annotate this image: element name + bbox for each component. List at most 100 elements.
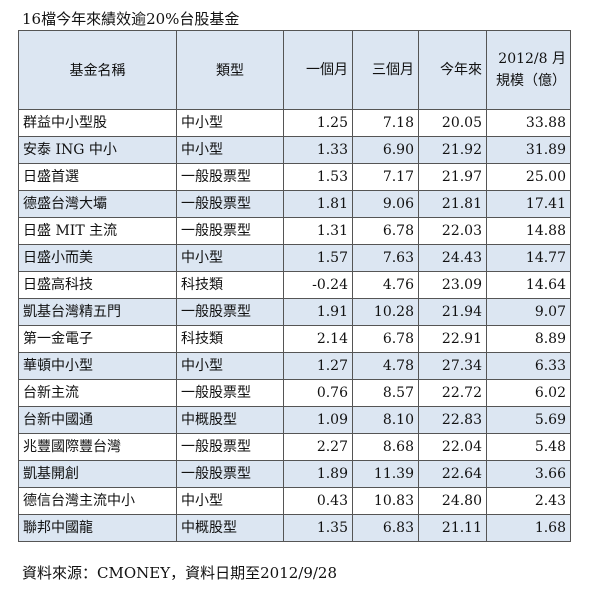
cell-type: 中小型 [176, 136, 284, 164]
cell-size: 5.48 [486, 433, 571, 461]
table-row: 德盛台灣大壩 一般股票型 1.81 9.06 21.81 17.41 [18, 190, 571, 218]
cell-three-month: 6.90 [352, 136, 419, 164]
table-row: 台新主流 一般股票型 0.76 8.57 22.72 6.02 [18, 379, 571, 407]
cell-ytd: 21.92 [418, 136, 487, 164]
cell-size: 3.66 [486, 460, 571, 488]
cell-one-month: 0.43 [283, 487, 353, 515]
cell-one-month: 1.09 [283, 406, 353, 434]
cell-one-month: 1.89 [283, 460, 353, 488]
table-row: 日盛 MIT 主流 一般股票型 1.31 6.78 22.03 14.88 [18, 217, 571, 245]
cell-type: 科技類 [176, 271, 284, 299]
cell-type: 中概股型 [176, 406, 284, 434]
cell-size: 14.88 [486, 217, 571, 245]
cell-ytd: 22.03 [418, 217, 487, 245]
cell-fund-name: 聯邦中國龍 [18, 514, 177, 542]
cell-three-month: 4.78 [352, 352, 419, 380]
cell-one-month: 1.25 [283, 109, 353, 137]
cell-size: 1.68 [486, 514, 571, 542]
cell-ytd: 21.94 [418, 298, 487, 326]
header-size-line2: 規模（億） [496, 73, 566, 89]
cell-ytd: 24.43 [418, 244, 487, 272]
table-row: 凱基開創 一般股票型 1.89 11.39 22.64 3.66 [18, 460, 571, 488]
page-title: 16檔今年來績效逾20%台股基金 [22, 10, 240, 28]
cell-three-month: 7.63 [352, 244, 419, 272]
cell-fund-name: 日盛 MIT 主流 [18, 217, 177, 245]
cell-type: 一般股票型 [176, 379, 284, 407]
cell-type: 一般股票型 [176, 433, 284, 461]
cell-type: 中小型 [176, 244, 284, 272]
cell-size: 6.33 [486, 352, 571, 380]
header-fund-name: 基金名稱 [18, 30, 177, 110]
header-ytd: 今年來 [418, 30, 487, 110]
cell-fund-name: 群益中小型股 [18, 109, 177, 137]
cell-size: 14.64 [486, 271, 571, 299]
cell-one-month: 1.91 [283, 298, 353, 326]
table-row: 群益中小型股 中小型 1.25 7.18 20.05 33.88 [18, 109, 571, 137]
cell-one-month: 0.76 [283, 379, 353, 407]
cell-type: 一般股票型 [176, 217, 284, 245]
header-three-month: 三個月 [352, 30, 419, 110]
cell-fund-name: 台新中國通 [18, 406, 177, 434]
cell-type: 一般股票型 [176, 163, 284, 191]
cell-size: 25.00 [486, 163, 571, 191]
cell-type: 一般股票型 [176, 460, 284, 488]
cell-three-month: 10.28 [352, 298, 419, 326]
cell-size: 2.43 [486, 487, 571, 515]
cell-fund-name: 凱基開創 [18, 460, 177, 488]
cell-size: 5.69 [486, 406, 571, 434]
cell-ytd: 22.64 [418, 460, 487, 488]
header-size: 2012/8 月 規模（億） [486, 30, 571, 110]
cell-one-month: 1.27 [283, 352, 353, 380]
cell-type: 中小型 [176, 352, 284, 380]
cell-ytd: 22.04 [418, 433, 487, 461]
table-row: 日盛首選 一般股票型 1.53 7.17 21.97 25.00 [18, 163, 571, 191]
header-type: 類型 [176, 30, 284, 110]
table-row: 日盛小而美 中小型 1.57 7.63 24.43 14.77 [18, 244, 571, 272]
cell-ytd: 21.81 [418, 190, 487, 218]
table-row: 安泰 ING 中小 中小型 1.33 6.90 21.92 31.89 [18, 136, 571, 164]
cell-fund-name: 日盛高科技 [18, 271, 177, 299]
cell-type: 中概股型 [176, 514, 284, 542]
cell-fund-name: 第一金電子 [18, 325, 177, 353]
table-row: 第一金電子 科技類 2.14 6.78 22.91 8.89 [18, 325, 571, 353]
cell-three-month: 6.78 [352, 325, 419, 353]
cell-ytd: 22.72 [418, 379, 487, 407]
cell-three-month: 8.68 [352, 433, 419, 461]
cell-size: 33.88 [486, 109, 571, 137]
cell-three-month: 6.78 [352, 217, 419, 245]
cell-size: 31.89 [486, 136, 571, 164]
cell-three-month: 4.76 [352, 271, 419, 299]
cell-three-month: 9.06 [352, 190, 419, 218]
cell-three-month: 8.57 [352, 379, 419, 407]
header-one-month: 一個月 [283, 30, 353, 110]
cell-three-month: 11.39 [352, 460, 419, 488]
cell-size: 9.07 [486, 298, 571, 326]
table-row: 凱基台灣精五門 一般股票型 1.91 10.28 21.94 9.07 [18, 298, 571, 326]
cell-fund-name: 台新主流 [18, 379, 177, 407]
cell-one-month: 1.31 [283, 217, 353, 245]
table-row: 聯邦中國龍 中概股型 1.35 6.83 21.11 1.68 [18, 514, 571, 542]
cell-type: 中小型 [176, 109, 284, 137]
fund-table: 基金名稱 類型 一個月 三個月 今年來 2012/8 月 規模（億） 群益中小型… [18, 30, 571, 542]
cell-three-month: 7.17 [352, 163, 419, 191]
table-row: 華頓中小型 中小型 1.27 4.78 27.34 6.33 [18, 352, 571, 380]
cell-ytd: 20.05 [418, 109, 487, 137]
cell-fund-name: 華頓中小型 [18, 352, 177, 380]
cell-fund-name: 安泰 ING 中小 [18, 136, 177, 164]
cell-one-month: 2.14 [283, 325, 353, 353]
cell-fund-name: 日盛小而美 [18, 244, 177, 272]
cell-size: 17.41 [486, 190, 571, 218]
cell-fund-name: 凱基台灣精五門 [18, 298, 177, 326]
cell-ytd: 21.11 [418, 514, 487, 542]
cell-fund-name: 兆豐國際豐台灣 [18, 433, 177, 461]
cell-one-month: 1.33 [283, 136, 353, 164]
cell-ytd: 24.80 [418, 487, 487, 515]
table-row: 台新中國通 中概股型 1.09 8.10 22.83 5.69 [18, 406, 571, 434]
cell-type: 一般股票型 [176, 190, 284, 218]
cell-type: 科技類 [176, 325, 284, 353]
cell-size: 6.02 [486, 379, 571, 407]
table-row: 兆豐國際豐台灣 一般股票型 2.27 8.68 22.04 5.48 [18, 433, 571, 461]
cell-ytd: 23.09 [418, 271, 487, 299]
cell-three-month: 7.18 [352, 109, 419, 137]
cell-fund-name: 德信台灣主流中小 [18, 487, 177, 515]
